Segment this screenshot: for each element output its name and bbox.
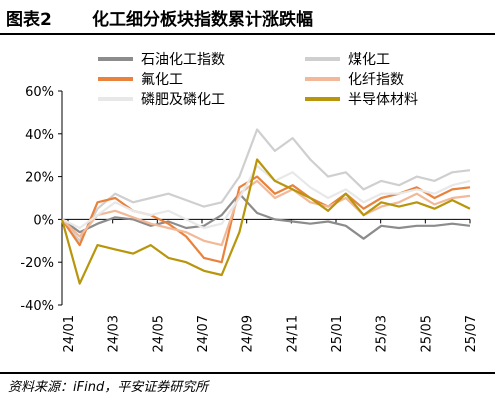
series-line-6 [60, 158, 471, 285]
legend-label: 磷肥及磷化工 [141, 92, 225, 108]
legend-label: 石油化工指数 [141, 52, 225, 68]
x-tick-label: 24/09 [241, 315, 256, 352]
title-rule [0, 33, 495, 35]
source-note: 资料来源：iFind，平安证券研究所 [8, 380, 209, 395]
series-line-1 [61, 192, 471, 240]
y-tick-label: -20% [20, 256, 54, 271]
x-tick-label: 24/05 [151, 315, 166, 352]
series-line-2 [61, 128, 471, 242]
x-tick-label: 25/07 [464, 315, 479, 352]
figure-label: 图表2 [6, 10, 52, 30]
legend-label: 化纤指数 [348, 72, 404, 88]
y-tick-label: 40% [25, 128, 54, 143]
figure-title: 化工细分板块指数累计涨跌幅 [92, 10, 313, 30]
y-tick-label: 0% [33, 213, 54, 228]
series-line-5 [61, 164, 471, 230]
figure-title-bar: 图表2 化工细分板块指数累计涨跌幅 [0, 0, 495, 33]
y-tick-label: -40% [20, 299, 54, 314]
x-tick-label: 24/01 [62, 315, 77, 352]
x-tick-label: 24/07 [196, 315, 211, 352]
x-tick-label: 24/03 [107, 315, 122, 352]
series-line-4 [61, 179, 471, 247]
legend-label: 氟化工 [141, 72, 183, 88]
legend-label: 半导体材料 [348, 92, 418, 108]
x-tick-label: 25/03 [375, 315, 390, 352]
legend-label: 煤化工 [348, 52, 390, 68]
x-tick-label: 25/05 [419, 315, 434, 352]
series-lines [60, 128, 471, 285]
x-tick-label: 24/11 [285, 315, 300, 352]
x-tick-label: 25/01 [330, 315, 345, 352]
source-rule [0, 372, 495, 374]
y-tick-label: 20% [25, 171, 54, 186]
chart-axes: 60% 40% 20% 0% -20% -40% 24/01 24/03 24/05 24/07 2… [20, 85, 479, 352]
y-tick-label: 60% [25, 85, 54, 100]
